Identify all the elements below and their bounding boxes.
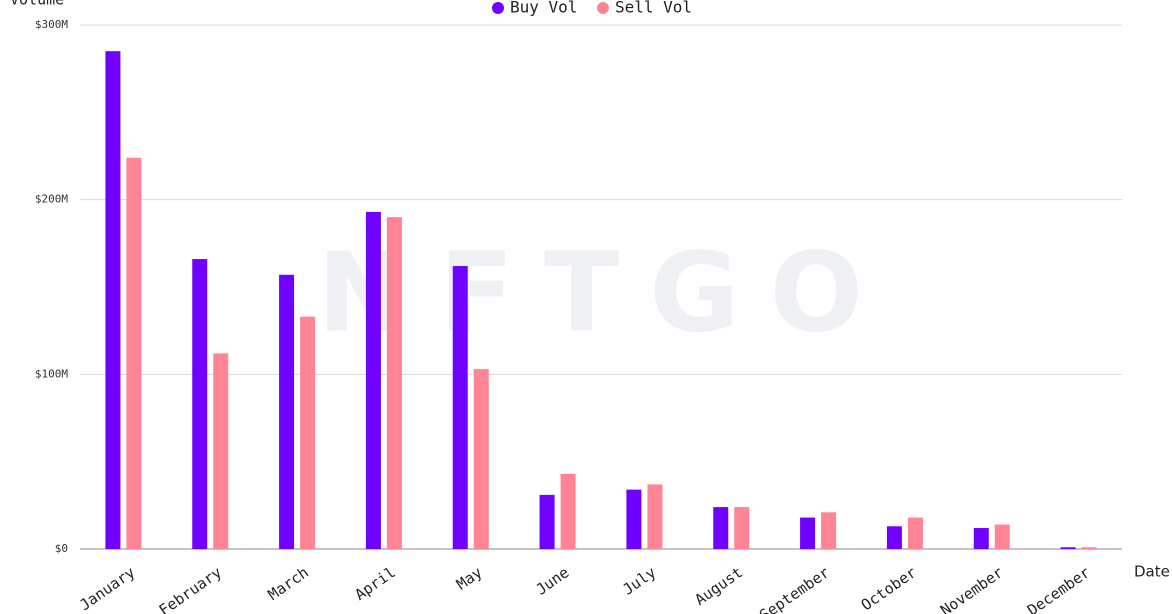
y-tick-label: $0: [55, 542, 68, 555]
x-tick-label: May: [453, 563, 486, 593]
x-tick-label: July: [619, 563, 659, 598]
bar: [886, 526, 902, 549]
bar: [386, 217, 402, 549]
bar: [192, 259, 208, 549]
bar: [560, 473, 576, 549]
bar: [539, 494, 555, 549]
x-tick-label: February: [156, 563, 226, 614]
x-tick-label: March: [265, 563, 312, 604]
bar: [213, 353, 229, 549]
bar: [126, 157, 142, 549]
bar: [1060, 547, 1076, 549]
watermark: NFTGO: [317, 228, 893, 356]
x-tick-label: April: [351, 563, 398, 604]
x-tick-label: November: [937, 563, 1007, 614]
y-tick-label: $300M: [35, 18, 68, 31]
bar: [105, 51, 121, 549]
bar: [452, 266, 468, 549]
y-axis-label: Volume: [10, 0, 64, 9]
x-tick-label: January: [76, 563, 138, 614]
bar: [279, 274, 295, 549]
x-axis-label: Date: [1134, 563, 1170, 581]
legend-swatch: [597, 2, 609, 14]
x-tick-label: October: [858, 563, 920, 614]
bar: [473, 369, 489, 549]
x-tick-label: December: [1024, 563, 1094, 614]
legend-label: Buy Vol: [510, 0, 577, 17]
bar: [300, 316, 316, 549]
bar: [1081, 547, 1097, 549]
bar: [907, 517, 923, 549]
y-tick-label: $200M: [35, 193, 68, 206]
bar: [734, 507, 750, 549]
bar: [994, 524, 1010, 549]
bar: [821, 512, 837, 549]
x-tick-label: September: [756, 563, 833, 614]
x-tick-label: August: [691, 563, 746, 609]
legend-swatch: [492, 2, 504, 14]
bar: [973, 528, 989, 549]
legend-label: Sell Vol: [615, 0, 692, 17]
y-tick-label: $100M: [35, 367, 68, 380]
x-tick-label: June: [533, 563, 573, 598]
bar: [365, 211, 381, 550]
bar: [800, 517, 816, 549]
bar: [713, 507, 729, 549]
bar: [647, 484, 663, 549]
bar: [626, 489, 642, 549]
